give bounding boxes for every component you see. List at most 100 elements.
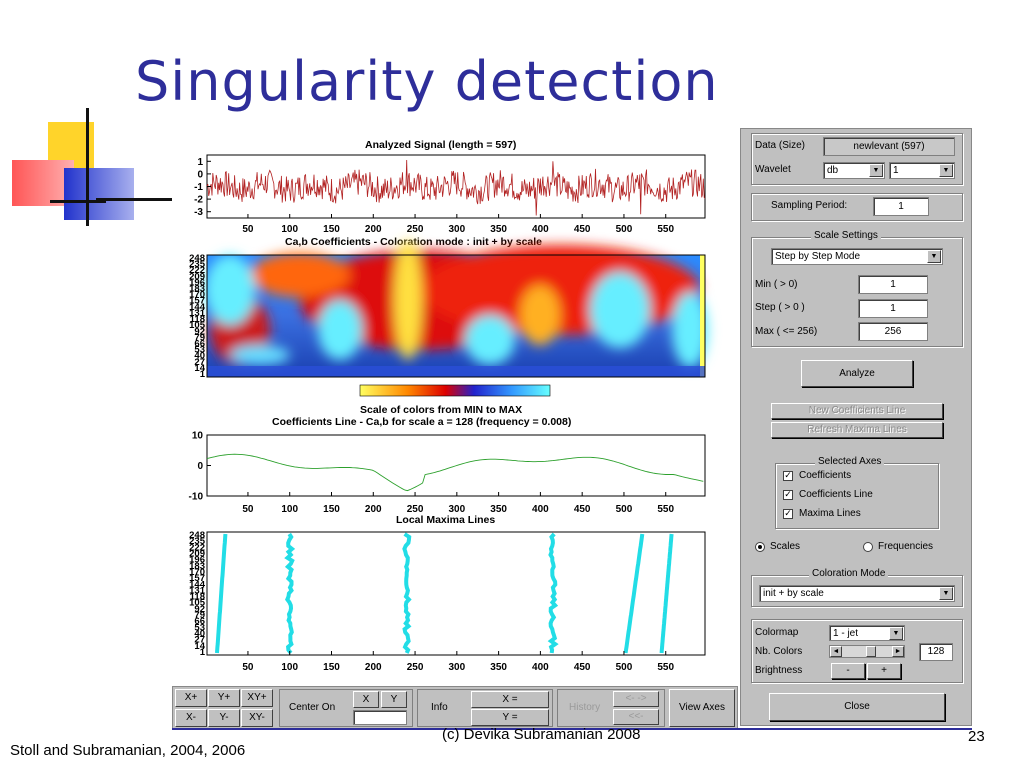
scale-y-tick-label: 157 [189,573,205,584]
colorbar [359,384,551,397]
nb-colors-input[interactable]: 128 [919,643,953,661]
colormap-select[interactable]: 1 - jet ▼ [829,625,905,641]
x-tick-label: 50 [242,504,254,515]
scale-y-tick-label: 27 [194,357,205,368]
scale-y-tick-label: 196 [189,277,205,288]
footer-copyright: (c) Devika Subramanian 2008 [442,726,641,743]
x-tick-label: 550 [657,504,674,515]
x-tick-label: 450 [574,504,591,515]
slider-thumb[interactable] [866,646,876,657]
zoom-toolbar: X+ Y+ XY+ X- Y- XY- Center On X Y Info X… [172,686,738,730]
min-label: Min ( > 0) [755,279,798,290]
step-input[interactable]: 1 [858,299,928,318]
x-tick-label: 300 [448,224,465,235]
center-on-label: Center On [289,702,336,713]
frequencies-radio-label: Frequencies [878,541,934,552]
refresh-maxima-lines-button[interactable]: Refresh Maxima Lines [771,422,943,438]
zoom-xy-minus-button[interactable]: XY- [241,709,273,727]
scale-y-tick-label: 235 [189,536,206,547]
maxima-line [215,533,228,654]
maxima-line [284,532,296,655]
center-on-input[interactable] [353,710,407,725]
radio-selected-dot [758,545,762,549]
coefficients-heatmap [205,240,708,378]
slider-left-arrow-icon[interactable]: ◄ [830,646,842,657]
coef-series-line [206,453,704,492]
decorative-squares-logo [12,108,174,228]
wavelet-family-value: db [827,165,839,176]
scale-y-tick-label: 14 [194,363,205,374]
history-back-all-button[interactable]: <<- [613,709,659,725]
scale-y-tick-label: 144 [189,579,206,590]
zoom-x-plus-button[interactable]: X+ [175,689,207,707]
close-button[interactable]: Close [769,693,945,721]
min-input[interactable]: 1 [858,275,928,294]
info-y-display: Y = [471,709,549,726]
scale-y-tick-label: 53 [194,345,205,356]
view-axes-button[interactable]: View Axes [669,689,735,727]
coef-line-y-tick-label: 0 [197,461,203,472]
scale-y-tick-label: 118 [190,314,205,325]
coefficients-line-checkbox[interactable]: ✓ [783,490,793,500]
zoom-y-minus-button[interactable]: Y- [208,709,240,727]
slider-right-arrow-icon[interactable]: ► [892,646,904,657]
new-coefficients-line-button[interactable]: New Coefficients Line [771,403,943,419]
wavelet-order-select[interactable]: 1 ▼ [889,162,955,179]
x-tick-label: 100 [281,662,298,673]
center-on-x-button[interactable]: X [353,691,379,708]
wavelet-family-select[interactable]: db ▼ [823,162,885,179]
x-tick-label: 400 [532,224,549,235]
maxima-x-ticks: 50 100 150 200 250 300 350 400 450 500 550 [242,651,675,673]
info-x-display: X = [471,691,549,708]
scale-y-tick-label: 79 [194,610,205,621]
x-tick-label: 500 [616,504,633,515]
analyze-button[interactable]: Analyze [801,360,913,387]
x-tick-label: 500 [616,224,633,235]
scale-y-tick-label: 40 [194,351,205,362]
zoom-xy-plus-button[interactable]: XY+ [241,689,273,707]
scale-y-tick-label: 131 [189,585,206,596]
signal-y-tick-label: 1 [197,157,203,168]
slide-title: Singularity detection [135,50,719,113]
coloration-mode-select[interactable]: init + by scale ▼ [759,585,955,602]
nb-colors-slider[interactable]: ◄ ► [829,645,905,658]
max-label: Max ( <= 256) [755,326,818,337]
coefficients-checkbox[interactable]: ✓ [783,471,793,481]
x-tick-label: 250 [407,504,424,515]
wavelet-order-value: 1 [893,165,899,176]
zoom-x-minus-button[interactable]: X- [175,709,207,727]
scale-y-tick-label: 170 [189,567,205,578]
frequencies-radio[interactable] [863,542,873,552]
x-tick-label: 350 [490,224,507,235]
brightness-plus-button[interactable]: + [867,663,901,679]
max-input[interactable]: 256 [858,322,928,341]
zoom-y-plus-button[interactable]: Y+ [208,689,240,707]
heatmap-y-ticks: 2482352222091961831701571441311181059279… [189,253,206,380]
scale-mode-select[interactable]: Step by Step Mode ▼ [771,248,943,265]
signal-y-tick-label: -2 [194,195,203,206]
maxima-lines-checkbox[interactable]: ✓ [783,509,793,519]
scales-radio[interactable] [755,542,765,552]
x-tick-label: 300 [448,504,465,515]
x-tick-label: 150 [323,504,340,515]
x-tick-label: 500 [616,662,633,673]
center-on-y-button[interactable]: Y [381,691,407,708]
maxima-line [659,533,674,654]
data-name-field: newlevant (597) [823,137,955,156]
signal-x-ticks: 50 100 150 200 250 300 350 400 450 500 550 [242,214,675,235]
scale-y-tick-label: 105 [189,320,206,331]
maxima-plot-title: Local Maxima Lines [396,514,496,526]
history-back-forward-button[interactable]: <- -> [613,691,659,707]
chevron-down-icon: ▼ [889,627,903,640]
scale-y-tick-label: 183 [189,561,205,572]
signal-y-ticks: 10 -1 -2-3 [194,157,211,218]
brightness-minus-button[interactable]: - [831,663,865,679]
step-label: Step ( > 0 ) [755,302,805,313]
scale-y-tick-label: 1 [200,647,206,658]
chevron-down-icon: ▼ [939,164,953,177]
x-tick-label: 100 [281,224,298,235]
sampling-period-input[interactable]: 1 [873,197,929,216]
scale-y-tick-label: 235 [189,259,206,270]
history-group [557,689,665,727]
scale-y-tick-label: 66 [194,338,205,349]
